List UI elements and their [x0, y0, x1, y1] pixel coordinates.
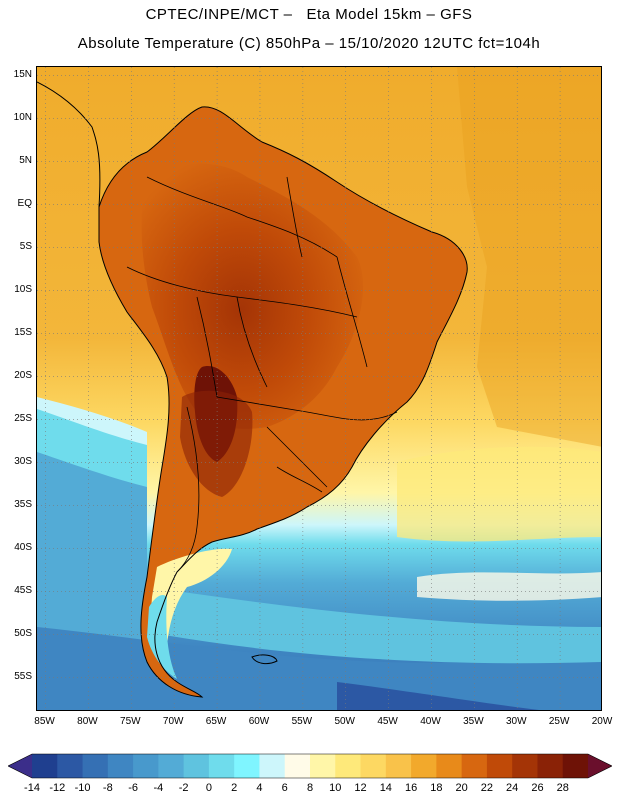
lon-label: 75W: [120, 716, 141, 727]
colorbar-label: 8: [306, 782, 314, 794]
lon-label: 70W: [162, 716, 184, 727]
colorbar-swatch: [133, 754, 159, 778]
lat-label: 15S: [14, 326, 32, 338]
lon-label: 55W: [291, 716, 313, 727]
color-scale-bar: [8, 753, 612, 779]
lat-label: 30S: [14, 455, 32, 467]
pacific-pale-edge: [37, 397, 147, 445]
colorbar-label: -8: [102, 782, 113, 794]
colorbar-swatch: [158, 754, 185, 778]
colorbar-label: 16: [404, 782, 418, 794]
colorbar-swatch: [107, 754, 134, 778]
colorbar-swatch: [335, 754, 362, 778]
colorbar-label: 14: [379, 782, 392, 794]
lat-label: 25S: [14, 412, 32, 424]
patagonia-cold: [147, 595, 177, 679]
atlantic-yellow-patch: [397, 446, 601, 542]
lat-label: 10N: [13, 111, 32, 123]
map-title-line1: CPTEC/INPE/MCT – Eta Model 15km – GFS: [145, 6, 473, 23]
lon-label: 35W: [463, 716, 484, 727]
patagonia-cool: [151, 548, 232, 667]
lon-label: 85W: [34, 716, 55, 727]
lon-label: 45W: [377, 716, 398, 727]
colorbar-outline: [8, 753, 612, 779]
colorbar-swatch: [208, 754, 235, 778]
colorbar-max-arrow: [588, 754, 612, 778]
colorbar-swatch: [82, 754, 109, 778]
colorbar-label: 12: [354, 782, 367, 794]
colorbar-swatch: [284, 754, 311, 778]
lat-label: 55S: [14, 670, 32, 682]
lon-label: 50W: [334, 716, 355, 727]
atlantic-warm-band: [457, 67, 601, 447]
colorbar-swatch: [436, 754, 463, 778]
interior-hot-zone: [141, 163, 364, 429]
colorbar-label: -10: [74, 782, 91, 794]
lon-label: 30W: [505, 716, 527, 727]
colorbar-swatch: [461, 754, 488, 778]
colorbar-swatch: [411, 754, 437, 778]
southern-deep-cold: [337, 682, 540, 710]
colorbar-label: 2: [231, 782, 238, 794]
colorbar-swatch: [234, 754, 260, 778]
colorbar-label: -6: [128, 782, 138, 794]
colorbar-swatch: [512, 754, 538, 778]
colorbar-swatch: [360, 754, 387, 778]
lat-label: 40S: [14, 541, 32, 553]
map-title-line2: Absolute Temperature (C) 850hPa – 15/10/…: [77, 35, 541, 52]
colorbar-swatch: [537, 754, 564, 778]
lon-label: 60W: [248, 716, 270, 727]
lat-label: 20S: [14, 369, 32, 381]
colorbar-label: 6: [281, 782, 288, 794]
pacific-cyan-edge: [37, 407, 147, 487]
central-america-coast: [37, 81, 101, 208]
falkland-islands: [251, 654, 278, 665]
lat-label: 45S: [14, 584, 32, 596]
colorbar-label: 10: [329, 782, 342, 794]
colorbar-label: 18: [430, 782, 443, 794]
colorbar-label: 26: [531, 782, 544, 794]
lat-label: 5N: [19, 154, 32, 166]
colorbar-label: -14: [24, 782, 40, 794]
colorbar-label: 0: [205, 782, 212, 794]
lat-label: EQ: [17, 197, 32, 209]
lat-label: 10S: [14, 283, 32, 295]
lon-label: 25W: [548, 716, 570, 727]
colorbar-swatch: [562, 754, 589, 778]
atlantic-pale-patch: [417, 572, 601, 601]
colorbar-swatch: [310, 754, 336, 778]
colorbar-label: 24: [506, 782, 519, 794]
lon-label: 80W: [77, 716, 98, 727]
colorbar-label: -4: [153, 782, 164, 794]
colorbar-label: 20: [455, 782, 468, 794]
lat-label: 35S: [14, 498, 32, 510]
coastline: [98, 106, 468, 698]
colorbar-swatch: [183, 754, 210, 778]
colorbar-swatch: [486, 754, 513, 778]
lon-label: 40W: [420, 716, 441, 727]
colorbar-swatch: [32, 754, 58, 778]
colorbar-label: -2: [178, 782, 189, 794]
southern-mid-belt: [147, 587, 601, 664]
lon-label: 65W: [205, 716, 227, 727]
temperature-map[interactable]: [36, 66, 602, 711]
colorbar-swatch: [259, 754, 286, 778]
colorbar-label: -12: [49, 782, 66, 794]
colorbar-label: 22: [480, 782, 494, 794]
colorbar-min-arrow: [8, 754, 32, 778]
lat-label: 5S: [19, 240, 32, 252]
lon-label: 20W: [591, 716, 613, 727]
lat-label: 50S: [14, 627, 32, 639]
colorbar-label: 4: [256, 782, 263, 794]
colorbar-swatch: [385, 754, 412, 778]
colorbar-label: 28: [556, 782, 569, 794]
country-borders: [126, 176, 398, 573]
colorbar-swatch: [57, 754, 84, 778]
lat-label: 15N: [13, 68, 32, 80]
